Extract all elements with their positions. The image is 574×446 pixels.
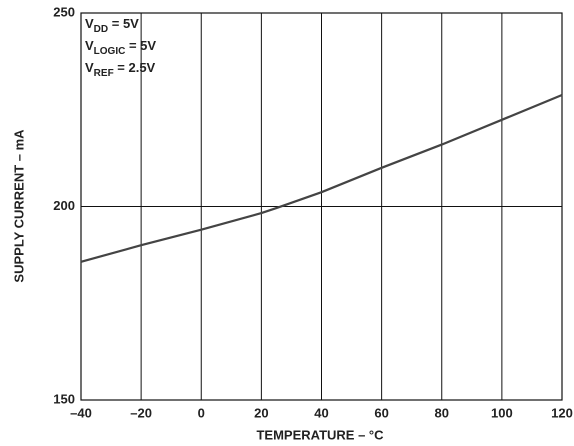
annotation-symbol: V [85,38,94,53]
annotation: VREF = 2.5V [85,60,156,78]
x-axis-label: TEMPERATURE – °C [256,427,384,442]
x-tick-label: 40 [314,405,328,420]
annotation: VDD = 5V [85,16,139,34]
y-tick-label: 200 [53,198,75,213]
x-tick-label: 0 [198,405,205,420]
annotation-subscript: REF [94,68,114,79]
annotation-value: = 5V [108,16,139,31]
x-tick-label: 60 [374,405,388,420]
x-tick-label: 120 [551,405,573,420]
annotation-value: = 5V [125,38,156,53]
x-tick-label: –20 [130,405,152,420]
data-line [80,94,563,263]
x-tick-label: 80 [435,405,449,420]
y-axis-label: SUPPLY CURRENT – mA [11,129,26,283]
y-tick-label: 250 [53,4,75,19]
x-tick-label: 100 [491,405,513,420]
x-tick-label: 20 [254,405,268,420]
annotation-symbol: V [85,16,94,31]
annotation: VLOGIC = 5V [85,38,156,56]
annotation-subscript: LOGIC [94,46,126,57]
annotation-symbol: V [85,60,94,75]
annotation-value: = 2.5V [114,60,156,75]
x-tick-label: –40 [70,405,92,420]
annotation-subscript: DD [94,24,108,35]
y-tick-label: 150 [53,391,75,406]
